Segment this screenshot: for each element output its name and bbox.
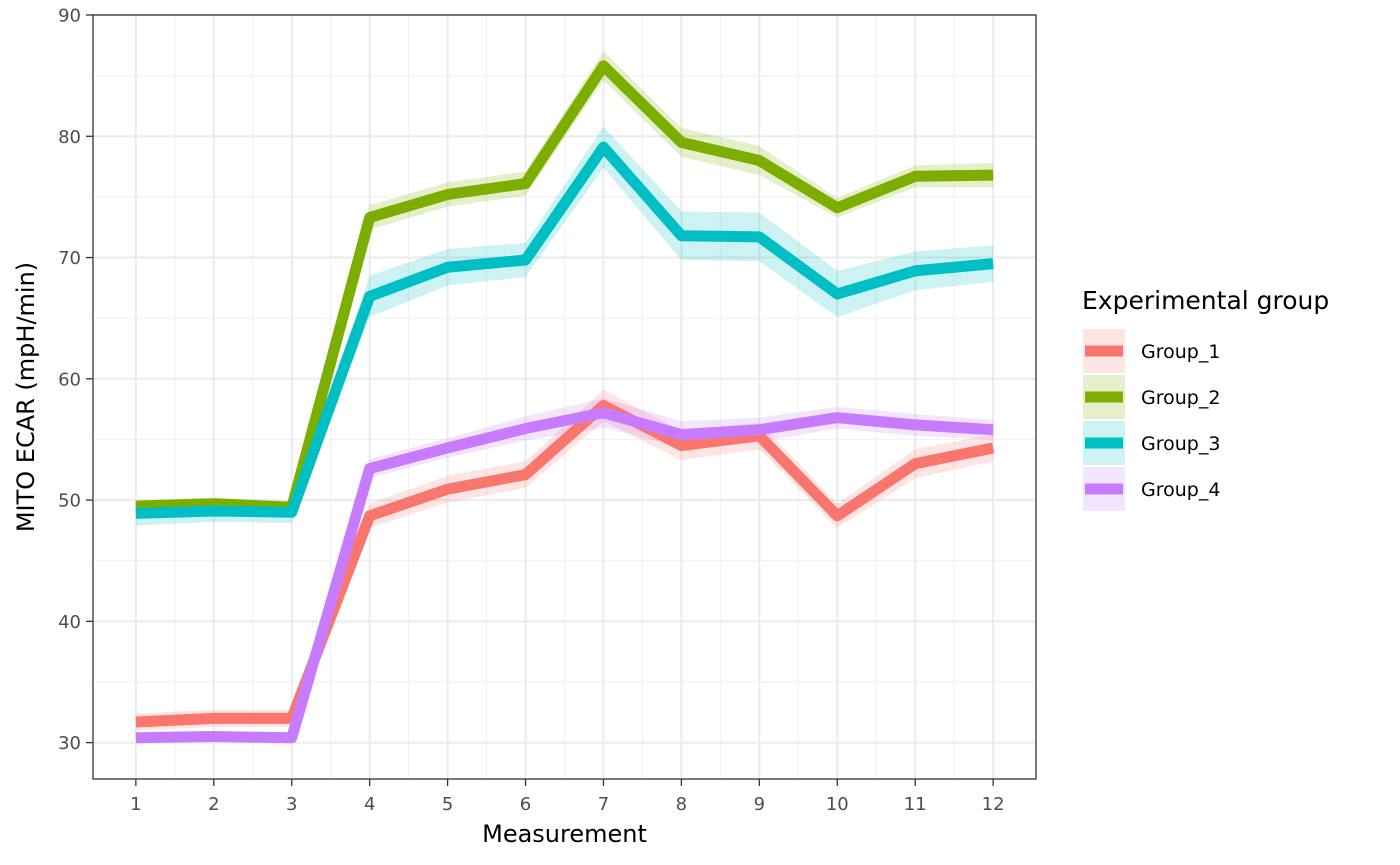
series-lines bbox=[135, 60, 995, 744]
legend: Experimental group Group_1 Group_2 Group_3… bbox=[1082, 286, 1329, 511]
legend-label: Group_3 bbox=[1141, 433, 1220, 455]
x-tick-label: 4 bbox=[364, 794, 375, 815]
line-group-3 bbox=[135, 141, 994, 519]
y-tick-label: 30 bbox=[58, 733, 81, 754]
y-tick-label: 60 bbox=[58, 369, 81, 390]
x-tick-label: 10 bbox=[826, 794, 849, 815]
ribbon-group-4 bbox=[135, 398, 994, 743]
legend-key-group-2 bbox=[1083, 375, 1125, 419]
x-axis-title: Measurement bbox=[482, 820, 647, 848]
x-tick-label: 7 bbox=[598, 794, 609, 815]
x-tick-labels: 1 2 3 4 5 6 7 8 9 10 11 12 bbox=[130, 794, 1004, 815]
legend-label: Group_1 bbox=[1141, 341, 1220, 363]
y-tick-label: 50 bbox=[58, 491, 81, 512]
x-tick-label: 3 bbox=[286, 794, 297, 815]
y-tick-labels: 30 40 50 60 70 80 90 bbox=[58, 6, 81, 755]
x-tick-label: 6 bbox=[520, 794, 531, 815]
x-tick-label: 9 bbox=[754, 794, 765, 815]
legend-key-group-4 bbox=[1083, 467, 1125, 511]
y-tick-label: 90 bbox=[58, 6, 81, 27]
legend-title: Experimental group bbox=[1082, 286, 1329, 315]
x-tick-label: 11 bbox=[904, 794, 927, 815]
panel-border bbox=[92, 14, 1037, 780]
legend-label: Group_2 bbox=[1141, 387, 1220, 409]
x-tick-label: 5 bbox=[442, 794, 453, 815]
legend-key-group-1 bbox=[1083, 329, 1125, 373]
y-axis-title: MITO ECAR (mpH/min) bbox=[12, 262, 40, 532]
x-tick-label: 2 bbox=[208, 794, 219, 815]
axis-ticks bbox=[86, 14, 994, 786]
y-tick-label: 40 bbox=[58, 612, 81, 633]
legend-key-group-3 bbox=[1083, 421, 1125, 465]
y-tick-label: 70 bbox=[58, 248, 81, 269]
x-tick-label: 8 bbox=[676, 794, 687, 815]
major-gridlines bbox=[93, 14, 1036, 779]
x-tick-label: 1 bbox=[130, 794, 141, 815]
y-tick-label: 80 bbox=[58, 127, 81, 148]
legend-label: Group_4 bbox=[1141, 479, 1220, 501]
line-group-4 bbox=[135, 407, 994, 744]
x-tick-label: 12 bbox=[982, 794, 1005, 815]
line-group-1 bbox=[135, 399, 995, 728]
